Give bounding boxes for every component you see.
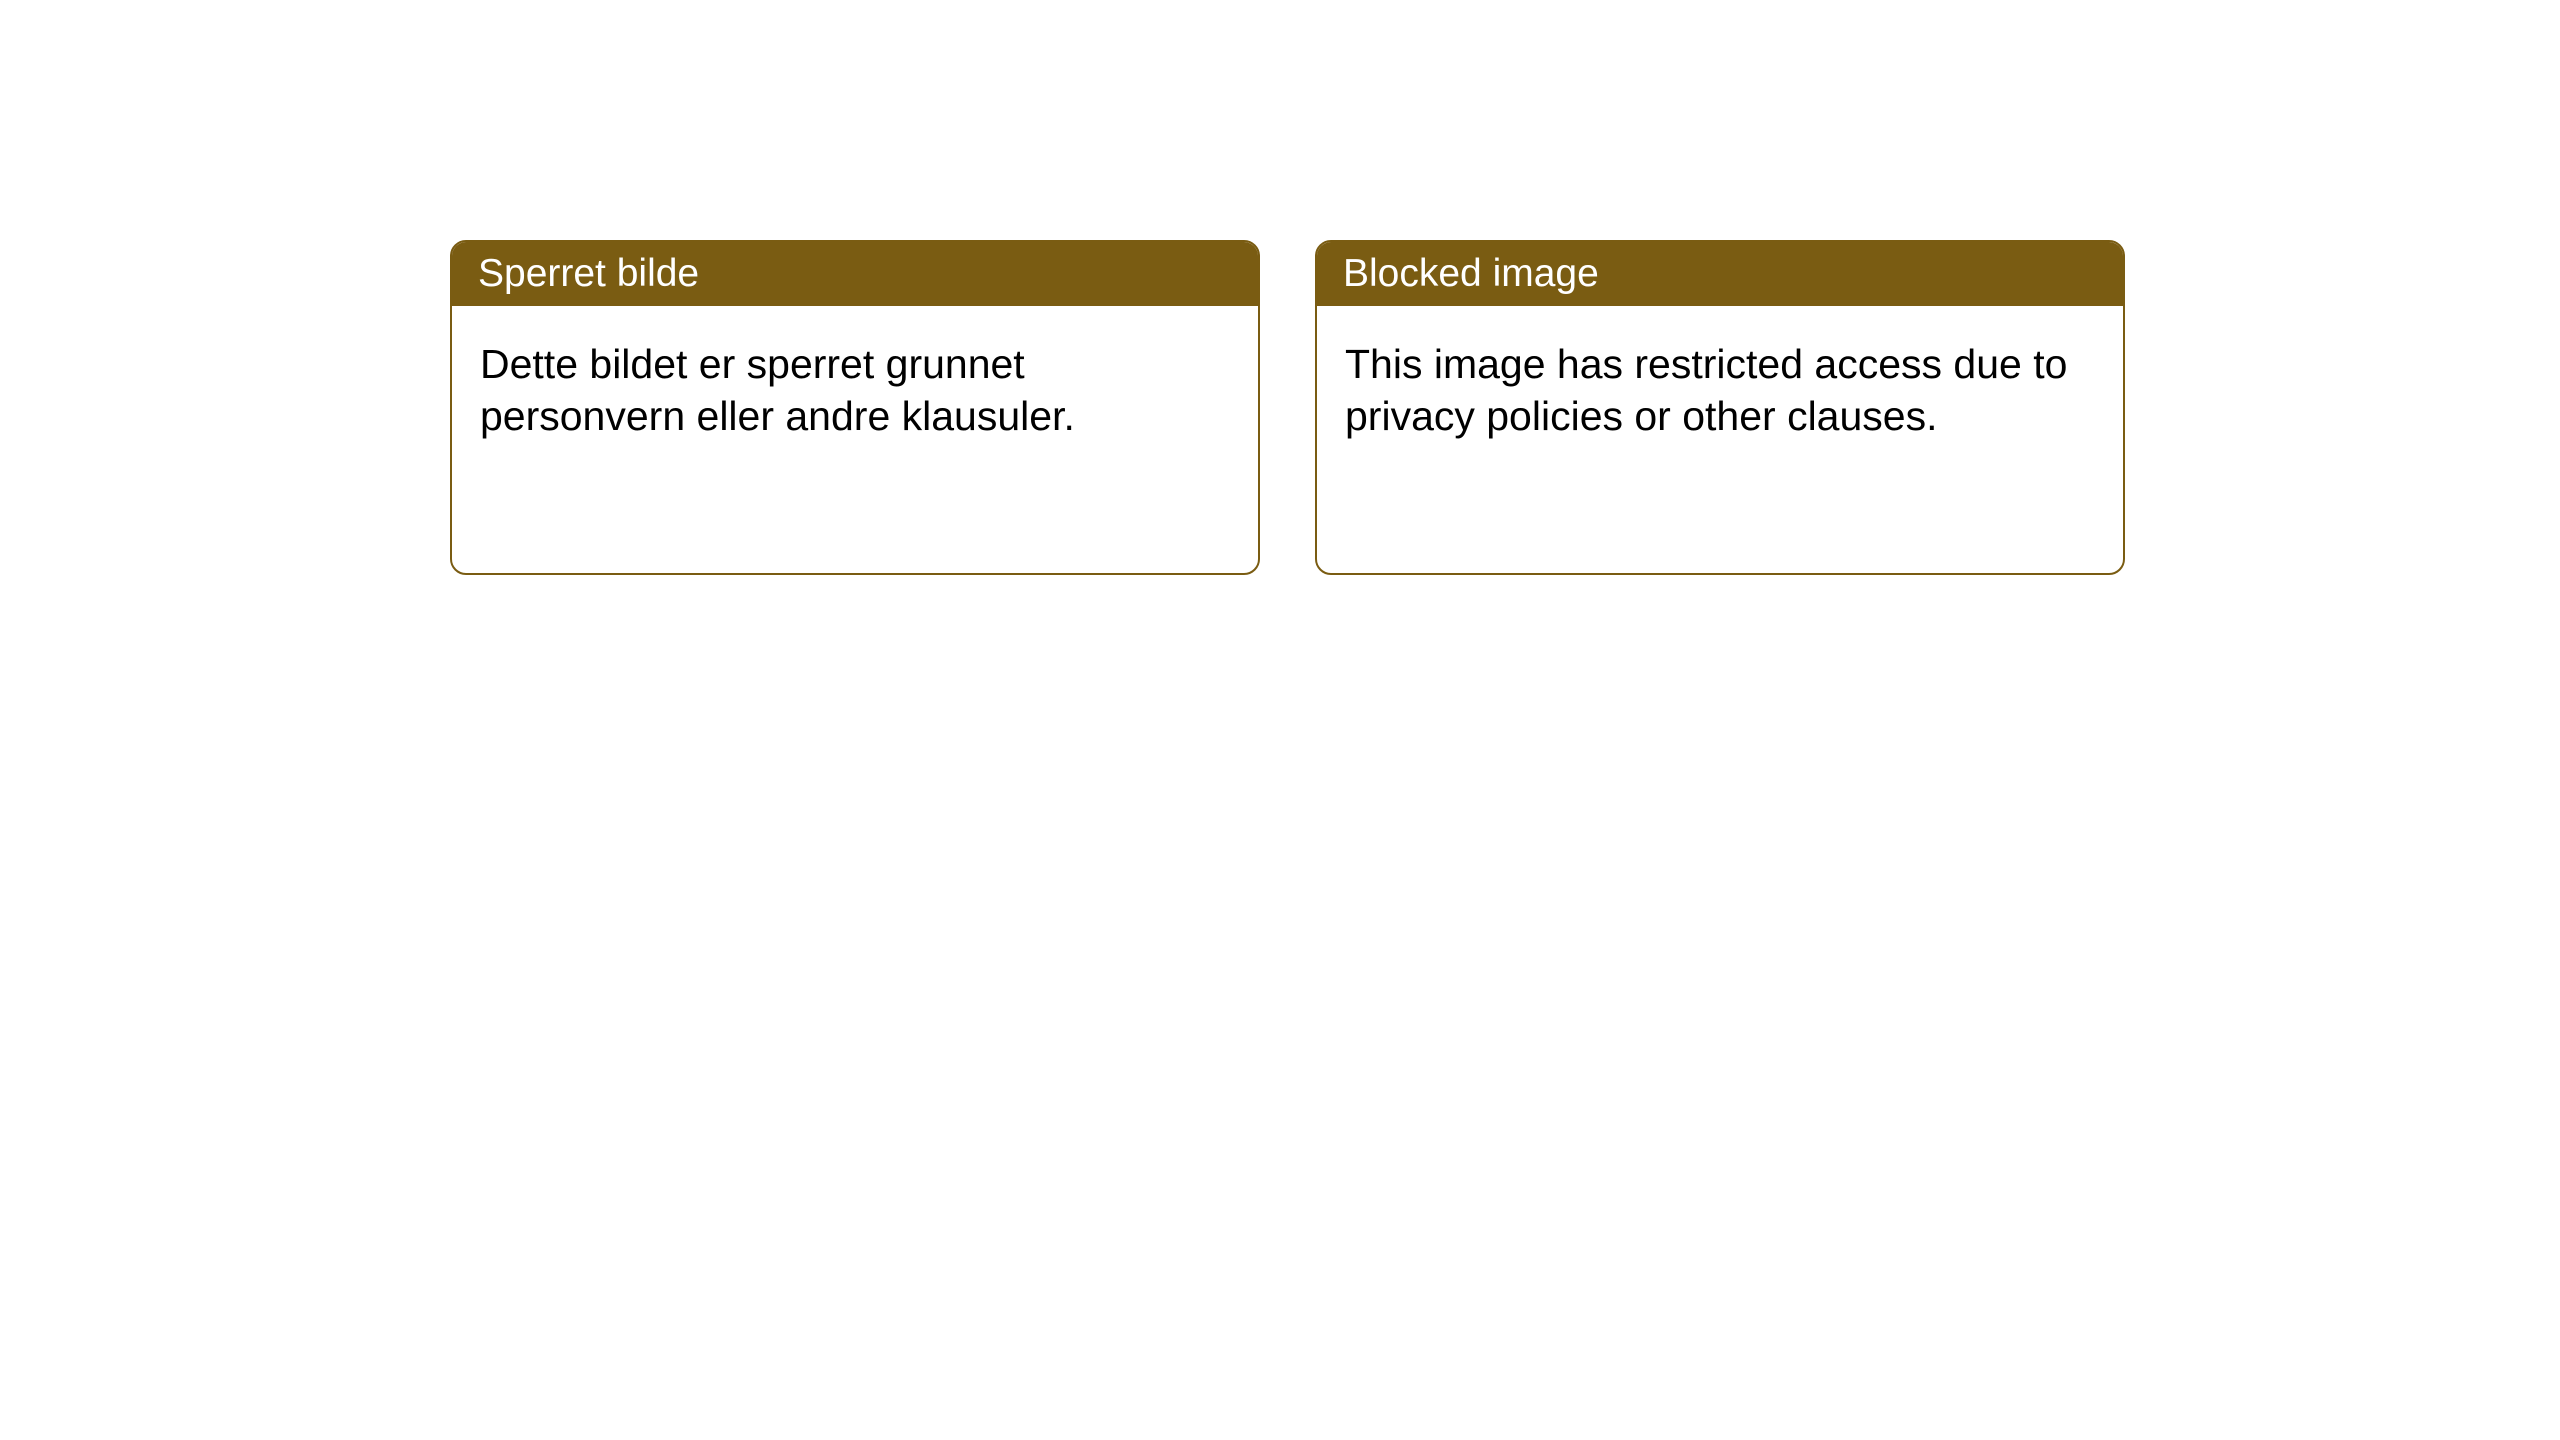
notice-header: Blocked image [1317, 242, 2123, 306]
notice-container: Sperret bilde Dette bildet er sperret gr… [0, 0, 2560, 575]
notice-header: Sperret bilde [452, 242, 1258, 306]
notice-body: This image has restricted access due to … [1317, 306, 2123, 475]
notice-card-norwegian: Sperret bilde Dette bildet er sperret gr… [450, 240, 1260, 575]
notice-card-english: Blocked image This image has restricted … [1315, 240, 2125, 575]
notice-body: Dette bildet er sperret grunnet personve… [452, 306, 1258, 475]
